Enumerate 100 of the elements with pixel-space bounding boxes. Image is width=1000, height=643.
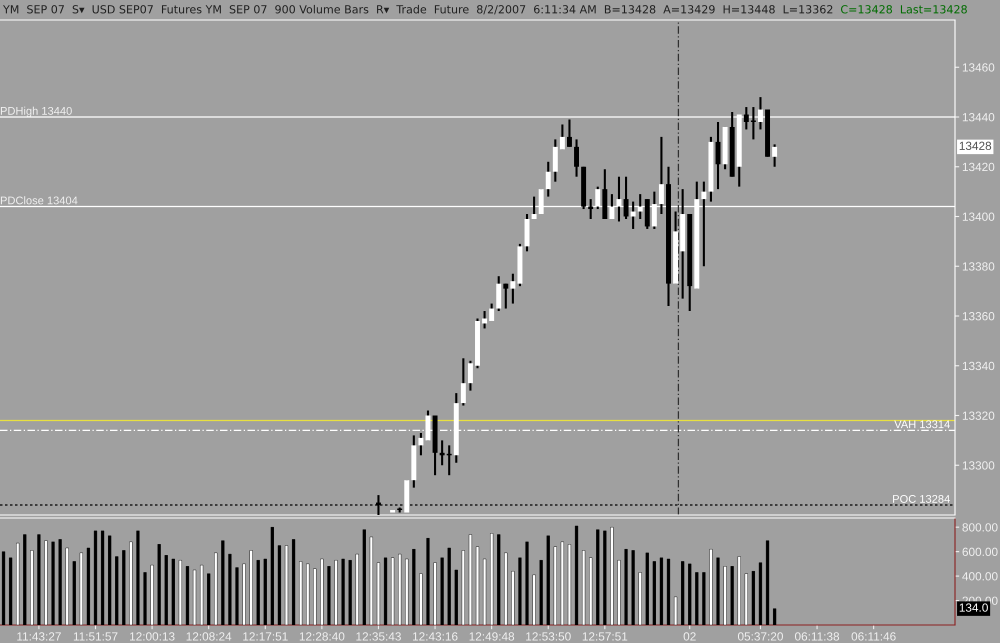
- bar: [306, 564, 310, 625]
- bar: [16, 542, 20, 625]
- bar: [158, 544, 161, 625]
- bar: [2, 551, 6, 625]
- bar: [398, 554, 402, 625]
- bar: [752, 570, 756, 625]
- bar: [772, 608, 776, 625]
- ref-line-label: PDClose 13404: [0, 196, 78, 204]
- x-tick-label: 06:11:38: [794, 632, 840, 641]
- bar: [695, 572, 698, 625]
- x-tick-label: 06:11:46: [852, 632, 896, 641]
- bar: [390, 558, 394, 625]
- candlestick: [566, 118, 572, 148]
- bar: [143, 572, 147, 625]
- bar: [172, 558, 175, 625]
- bar: [681, 561, 684, 625]
- bar: [412, 548, 416, 625]
- bar: [250, 550, 253, 625]
- bar: [490, 533, 494, 625]
- x-tick-label: 12:35:43: [356, 632, 401, 641]
- candlestick: [418, 432, 424, 456]
- bar: [270, 526, 274, 625]
- bar: [610, 526, 614, 625]
- bar: [327, 566, 331, 625]
- bar: [80, 552, 83, 625]
- bar: [348, 560, 352, 625]
- bar: [242, 564, 246, 625]
- bar: [108, 536, 112, 625]
- y-tick-label: 13340: [962, 362, 994, 370]
- bar: [362, 529, 366, 625]
- bar: [278, 545, 282, 625]
- bar: [730, 566, 734, 625]
- x-tick-label: 12:53:50: [526, 632, 571, 641]
- bar: [426, 538, 430, 625]
- bar: [214, 552, 218, 625]
- candlestick: [772, 143, 778, 168]
- bar: [419, 573, 423, 625]
- bar: [497, 534, 500, 625]
- bar: [532, 574, 536, 625]
- bar: [540, 560, 543, 625]
- candlestick: [489, 302, 494, 322]
- x-tick-label: 12:08:24: [186, 632, 232, 641]
- bar: [504, 552, 508, 625]
- bar: [221, 540, 224, 625]
- bar: [723, 566, 727, 625]
- chart-subtitle: C=13428 Last=13428: [840, 5, 967, 14]
- x-tick-label: 12:28:40: [300, 632, 344, 641]
- candlestick: [468, 360, 473, 392]
- bar: [454, 570, 458, 625]
- ref-line-label: POC 13284: [893, 494, 950, 503]
- candlestick: [560, 123, 565, 150]
- bar: [589, 558, 592, 625]
- bar: [518, 558, 522, 625]
- y-tick-label: 800.00: [962, 523, 998, 532]
- bar: [617, 560, 621, 625]
- bar: [716, 558, 720, 625]
- bar: [23, 534, 26, 625]
- bar: [228, 554, 232, 625]
- bar: [433, 562, 437, 625]
- candlestick: [588, 198, 594, 220]
- y-tick-label: 13300: [962, 461, 994, 470]
- bar: [37, 534, 41, 625]
- y-tick-label: 13380: [962, 262, 994, 271]
- bar: [299, 561, 302, 625]
- bar: [482, 558, 486, 625]
- bar: [122, 550, 126, 625]
- y-tick-label: 400.00: [962, 572, 998, 580]
- bar: [94, 530, 98, 625]
- bar: [525, 542, 529, 625]
- bar: [164, 555, 168, 625]
- ref-line-label: VAH 13314: [894, 420, 950, 428]
- bar: [688, 564, 692, 625]
- bar: [320, 558, 324, 625]
- bar: [376, 562, 380, 625]
- bar: [448, 548, 451, 625]
- bar: [632, 550, 635, 625]
- y-tick-label: 13320: [962, 412, 994, 420]
- candlestick: [510, 272, 516, 305]
- x-tick-label: 12:00:13: [130, 632, 175, 641]
- x-tick-label: 11:43:27: [17, 632, 61, 641]
- candlestick: [482, 310, 488, 330]
- bar: [574, 526, 578, 625]
- candlestick: [716, 120, 720, 190]
- y-tick-label: 600.00: [962, 548, 998, 556]
- bar: [652, 561, 656, 625]
- bar: [405, 558, 408, 625]
- bar: [568, 544, 572, 625]
- bar: [58, 539, 62, 625]
- x-tick-label: 11:51:57: [74, 632, 118, 641]
- ref-line-label: PDHigh 13440: [0, 106, 72, 118]
- bar: [44, 540, 48, 625]
- bar: [115, 556, 118, 625]
- bar: [72, 561, 76, 625]
- candlestick: [624, 176, 629, 220]
- bar: [192, 570, 196, 625]
- bar: [440, 558, 444, 625]
- bar: [8, 558, 12, 625]
- candlestick: [750, 106, 756, 140]
- bar: [150, 564, 154, 625]
- bar: [560, 542, 564, 625]
